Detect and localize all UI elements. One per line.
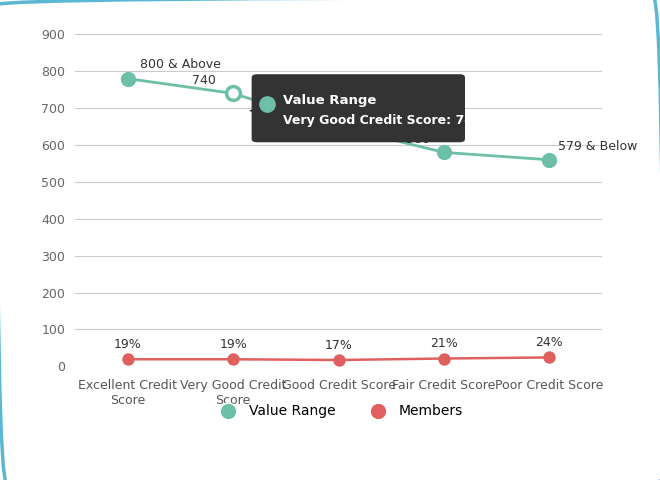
Point xyxy=(439,148,449,156)
Point xyxy=(544,354,554,361)
Point xyxy=(123,75,133,83)
Text: 19%: 19% xyxy=(219,338,247,351)
Text: 24%: 24% xyxy=(535,336,563,349)
Text: 800 & Above: 800 & Above xyxy=(141,58,221,71)
FancyBboxPatch shape xyxy=(251,74,465,142)
Point xyxy=(228,90,238,97)
Text: 19%: 19% xyxy=(114,338,142,351)
Point xyxy=(439,355,449,362)
Point xyxy=(544,156,554,164)
Point xyxy=(123,355,133,363)
Legend: Value Range, Members: Value Range, Members xyxy=(209,399,468,424)
Text: Value Range: Value Range xyxy=(283,94,377,107)
Point xyxy=(333,356,344,364)
Text: 21%: 21% xyxy=(430,337,458,350)
Text: 740: 740 xyxy=(192,74,216,87)
Text: 580: 580 xyxy=(406,133,430,146)
Point xyxy=(333,123,344,131)
Text: 579 & Below: 579 & Below xyxy=(558,140,637,153)
Text: Very Good Credit Score: 740: Very Good Credit Score: 740 xyxy=(283,114,482,127)
Polygon shape xyxy=(249,108,257,114)
Point xyxy=(228,355,238,363)
Text: 17%: 17% xyxy=(325,339,352,352)
